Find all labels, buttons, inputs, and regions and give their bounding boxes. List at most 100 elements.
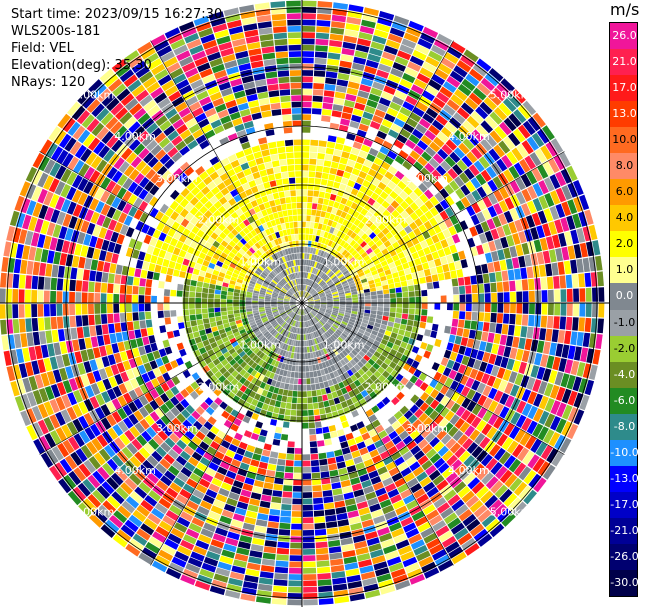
ppi-gate xyxy=(264,356,271,363)
ppi-gate xyxy=(345,568,360,577)
ppi-gate xyxy=(240,361,248,369)
ppi-gate xyxy=(313,83,325,90)
ppi-gate xyxy=(203,556,219,567)
ppi-gate xyxy=(311,326,315,332)
ppi-gate xyxy=(476,124,489,138)
ppi-gate xyxy=(553,276,560,289)
ppi-gate xyxy=(138,189,149,200)
ppi-gate xyxy=(46,222,56,236)
ppi-gate xyxy=(280,264,285,271)
ppi-gate xyxy=(374,378,382,387)
ppi-gate xyxy=(346,87,359,96)
ppi-gate xyxy=(274,314,281,319)
ppi-gate xyxy=(394,580,411,591)
ppi-gate xyxy=(43,304,50,317)
ppi-gate xyxy=(114,322,122,333)
ppi-gate xyxy=(454,260,462,270)
ppi-gate xyxy=(345,297,352,301)
ppi-gate xyxy=(515,314,522,326)
ppi-gate xyxy=(475,106,489,120)
ppi-gate xyxy=(357,290,364,294)
ppi-gate xyxy=(47,343,55,357)
ppi-gate xyxy=(319,309,325,313)
ppi-gate xyxy=(183,284,190,292)
ppi-gate xyxy=(549,342,557,356)
ppi-gate xyxy=(389,293,396,298)
ppi-gate xyxy=(527,391,538,405)
ppi-gate xyxy=(302,253,305,259)
ppi-gate xyxy=(312,89,324,96)
ppi-gate xyxy=(529,152,542,167)
ppi-gate xyxy=(289,555,302,562)
ppi-gate xyxy=(50,430,62,445)
ppi-gate xyxy=(422,178,433,189)
ppi-gate xyxy=(96,126,109,141)
ppi-gate xyxy=(460,409,471,421)
ppi-gate xyxy=(346,305,352,308)
ppi-gate xyxy=(365,174,374,183)
ppi-gate xyxy=(365,59,379,69)
ppi-gate xyxy=(133,143,146,156)
ppi-gate xyxy=(369,232,377,240)
ppi-gate xyxy=(426,344,434,352)
ppi-gate xyxy=(307,298,314,301)
ppi-gate xyxy=(268,327,274,333)
ppi-gate xyxy=(310,281,315,287)
ppi-gate xyxy=(214,265,222,272)
ppi-gate xyxy=(52,369,62,383)
ppi-gate xyxy=(318,598,334,605)
ppi-gate xyxy=(496,433,508,447)
ppi-gate xyxy=(536,225,545,239)
ppi-gate xyxy=(381,538,395,549)
ppi-gate xyxy=(333,355,340,363)
ppi-gate xyxy=(325,245,331,253)
ppi-gate xyxy=(377,366,385,375)
ppi-gate xyxy=(302,13,316,20)
ppi-gate xyxy=(110,231,119,243)
ppi-gate xyxy=(464,97,479,110)
ppi-gate xyxy=(346,303,352,306)
ppi-gate xyxy=(254,234,261,242)
ppi-gate xyxy=(364,292,371,297)
ppi-gate xyxy=(524,338,533,351)
ppi-gate xyxy=(257,232,264,240)
ppi-gate xyxy=(210,366,219,375)
ppi-gate xyxy=(310,352,314,359)
ppi-gate xyxy=(154,69,169,81)
ppi-gate xyxy=(111,454,124,468)
ppi-gate xyxy=(362,13,378,23)
ppi-gate xyxy=(292,485,302,492)
ppi-gate xyxy=(126,276,134,286)
ppi-gate xyxy=(243,346,251,354)
ppi-gate xyxy=(339,224,346,232)
ppi-gate xyxy=(282,370,288,377)
ppi-gate xyxy=(121,500,136,514)
ppi-gate xyxy=(273,406,280,414)
ppi-gate xyxy=(497,345,506,356)
ppi-gate xyxy=(169,67,184,79)
ppi-gate xyxy=(343,393,351,401)
ppi-gate xyxy=(333,279,340,284)
ppi-gate xyxy=(325,515,337,522)
ppi-gate xyxy=(526,266,534,279)
ppi-gate xyxy=(93,509,108,523)
ppi-gate xyxy=(290,280,295,287)
ppi-gate xyxy=(302,372,306,379)
ppi-gate xyxy=(298,315,300,322)
ppi-gate xyxy=(271,359,277,366)
ppi-gate xyxy=(95,201,105,214)
ppi-gate xyxy=(490,282,497,293)
ppi-gate xyxy=(380,324,387,330)
ppi-gate xyxy=(165,400,175,410)
ppi-gate xyxy=(125,543,141,557)
ppi-gate xyxy=(302,215,307,221)
ppi-gate xyxy=(247,285,254,290)
ppi-gate xyxy=(498,379,508,392)
ppi-gate xyxy=(388,283,395,289)
ppi-gate xyxy=(290,298,297,301)
ppi-gate xyxy=(176,413,186,424)
ppi-gate xyxy=(458,509,473,522)
ppi-gate xyxy=(561,421,573,437)
ppi-gate xyxy=(350,147,360,156)
ppi-gate xyxy=(436,33,453,46)
